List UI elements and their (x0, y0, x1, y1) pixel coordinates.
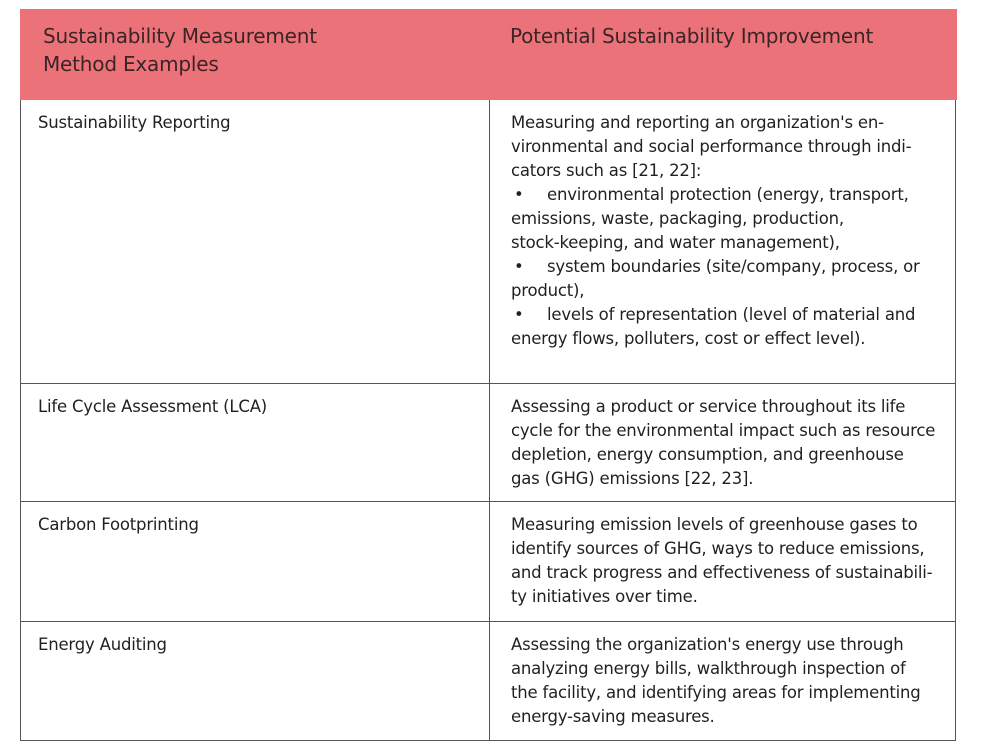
improvement-cell: Measuring and reporting an organization'… (511, 111, 920, 351)
text-line: • environmental protection (energy, trans… (511, 183, 920, 207)
method-cell: Carbon Footprinting (38, 515, 199, 534)
table-row: Carbon Footprinting Measuring emission le… (20, 502, 956, 622)
method-cell: Life Cycle Assessment (LCA) (38, 397, 268, 416)
line-text: energy-saving measures. (511, 707, 715, 726)
text-line: depletion, energy consumption, and green… (511, 443, 935, 467)
text-line: gas (GHG) emissions [22, 23]. (511, 467, 935, 491)
line-text: and track progress and effectiveness of … (511, 563, 933, 582)
line-text: ty initiatives over time. (511, 587, 698, 606)
line-text: environmental protection (energy, transp… (547, 185, 909, 204)
bullet-icon: • (514, 257, 524, 276)
text-line: Assessing the organization's energy use … (511, 633, 921, 657)
text-line: vironmental and social performance throu… (511, 135, 920, 159)
text-line: Measuring emission levels of greenhouse … (511, 513, 932, 537)
table-row: Energy Auditing Assessing the organizatio… (20, 622, 956, 741)
header-method: Sustainability Measurement Method Exampl… (43, 22, 317, 78)
text-line: emissions, waste, packaging, production, (511, 207, 920, 231)
line-text: gas (GHG) emissions [22, 23]. (511, 469, 754, 488)
line-text: Measuring emission levels of greenhouse … (511, 515, 918, 534)
column-divider (489, 502, 490, 621)
text-line: • levels of representation (level of mate… (511, 303, 920, 327)
text-line: the facility, and identifying areas for … (511, 681, 921, 705)
method-cell: Sustainability Reporting (38, 113, 231, 132)
text-line: analyzing energy bills, walkthrough insp… (511, 657, 921, 681)
column-divider (489, 100, 490, 383)
bullet-icon: • (514, 185, 524, 204)
line-text: product), (511, 281, 585, 300)
improvement-cell: Assessing a product or service throughou… (511, 395, 935, 491)
text-line: Measuring and reporting an organization'… (511, 111, 920, 135)
column-divider (489, 622, 490, 740)
line-text: emissions, waste, packaging, production, (511, 209, 844, 228)
text-line: ty initiatives over time. (511, 585, 932, 609)
line-text: system boundaries (site/company, process… (547, 257, 920, 276)
line-text: analyzing energy bills, walkthrough insp… (511, 659, 906, 678)
line-text: identify sources of GHG, ways to reduce … (511, 539, 925, 558)
text-line: and track progress and effectiveness of … (511, 561, 933, 585)
line-text: energy flows, polluters, cost or effect … (511, 329, 866, 348)
line-text: stock-keeping, and water management), (511, 233, 840, 252)
table-header: Sustainability Measurement Method Exampl… (20, 9, 957, 100)
text-line: energy flows, polluters, cost or effect … (511, 327, 920, 351)
text-line: cators such as [21, 22]: (511, 159, 920, 183)
bullet-icon: • (514, 305, 524, 324)
text-line: cycle for the environmental impact such … (511, 419, 935, 443)
line-text: the facility, and identifying areas for … (511, 683, 921, 702)
text-line: identify sources of GHG, ways to reduce … (511, 537, 932, 561)
line-text: Assessing a product or service throughou… (511, 397, 906, 416)
line-text: Measuring and reporting an organization'… (511, 113, 884, 132)
header-improvement: Potential Sustainability Improvement (510, 24, 874, 48)
text-line: energy-saving measures. (511, 705, 921, 729)
table-row: Life Cycle Assessment (LCA) Assessing a p… (20, 384, 956, 502)
improvement-cell: Measuring emission levels of greenhouse … (511, 513, 933, 609)
line-text: Assessing the organization's energy use … (511, 635, 904, 654)
line-text: depletion, energy consumption, and green… (511, 445, 904, 464)
header-method-line: Method Examples (43, 52, 219, 76)
line-text: cycle for the environmental impact such … (511, 421, 936, 440)
text-line: • system boundaries (site/company, proces… (511, 255, 920, 279)
line-text: cators such as [21, 22]: (511, 161, 702, 180)
table-row: Sustainability Reporting Measuring and re… (20, 100, 956, 384)
line-text: levels of representation (level of mater… (547, 305, 916, 324)
column-divider (489, 384, 490, 501)
header-method-line: Sustainability Measurement (43, 24, 317, 48)
improvement-cell: Assessing the organization's energy use … (511, 633, 921, 729)
method-cell: Energy Auditing (38, 635, 167, 654)
line-text: vironmental and social performance throu… (511, 137, 912, 156)
text-line: product), (511, 279, 920, 303)
text-line: stock-keeping, and water management), (511, 231, 920, 255)
text-line: Assessing a product or service throughou… (511, 395, 935, 419)
